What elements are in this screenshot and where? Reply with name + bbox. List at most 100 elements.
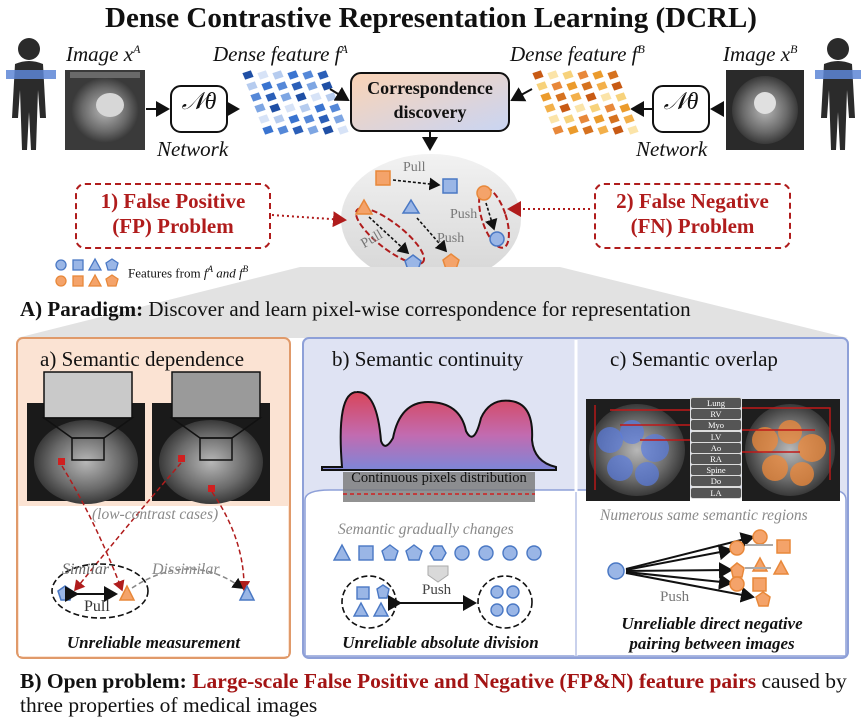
feature-cell — [618, 102, 632, 114]
network-a-symbol: 𝒩θ — [181, 89, 217, 115]
person-left-icon — [6, 38, 56, 150]
feature-cell — [249, 91, 263, 103]
panel-a-red-arrow-3 — [211, 491, 251, 592]
feature-cell — [261, 124, 275, 136]
feature-cell — [279, 91, 293, 103]
feature-cell — [626, 124, 640, 136]
organ-tag: RA — [690, 453, 742, 465]
feature-cell — [554, 91, 568, 103]
feature-cell — [328, 102, 342, 114]
feature-cell — [332, 113, 346, 125]
person-right-icon — [815, 38, 861, 150]
organ-tag: RV — [690, 408, 742, 421]
pull-arrow-squares — [392, 177, 441, 191]
feature-cell — [550, 80, 564, 92]
feature-cell — [301, 69, 315, 81]
feature-cell — [580, 80, 594, 92]
panel-b-caption: Unreliable absolute division — [342, 633, 539, 652]
image-a-sup: A — [133, 42, 141, 56]
panel-c-caption: Unreliable direct negative pairing betwe… — [578, 614, 846, 654]
panel-c-pairing — [607, 529, 791, 607]
oval-square-orange — [375, 170, 391, 186]
feature-cell — [558, 102, 572, 114]
feature-cell — [610, 80, 624, 92]
organ-tag: Do — [690, 475, 742, 488]
pull-arrow-fp — [368, 216, 410, 255]
feature-cell — [599, 91, 613, 103]
feature-cell — [543, 102, 557, 114]
feature-cell — [316, 69, 330, 81]
feature-cell — [313, 102, 327, 114]
fp-connector — [271, 211, 347, 228]
organ-tag: LV — [690, 430, 742, 443]
feature-cell — [569, 91, 583, 103]
image-b-text: Image x — [723, 42, 791, 66]
feature-cell — [539, 91, 553, 103]
feature-cell — [271, 69, 285, 81]
feature-a-text: Dense feature f — [213, 42, 341, 66]
page-title: Dense Contrastive Representation Learnin… — [105, 2, 757, 34]
feature-cell — [336, 124, 350, 136]
feature-cell — [257, 113, 271, 125]
dense-feature-b-grid — [531, 69, 640, 136]
image-b-label: Image xB — [723, 42, 797, 67]
panel-b-strip — [343, 472, 535, 502]
panel-b-distribution-curve — [321, 390, 557, 471]
feature-cell — [275, 80, 289, 92]
organ-tag: LA — [690, 486, 742, 499]
panel-c-push-label: Push — [660, 589, 690, 605]
network-b-symbol: 𝒩θ — [663, 89, 699, 115]
feature-cell — [291, 124, 305, 136]
feature-cell — [309, 91, 323, 103]
oval-triangle-blue — [401, 198, 421, 214]
panel-c-caption-line1: Unreliable direct negative — [621, 614, 803, 633]
dissimilar-label: Dissimilar — [152, 561, 220, 578]
gradient-shape — [381, 544, 399, 561]
feature-b-text: Dense feature f — [510, 42, 638, 66]
feature-cell — [573, 102, 587, 114]
ct-image-a — [65, 70, 145, 150]
panel-b-cluster-shapes — [352, 584, 520, 617]
feature-cell — [622, 113, 636, 125]
arrow-feature-a-to-corr — [329, 86, 350, 102]
feature-cell — [290, 80, 304, 92]
feature-oval — [341, 154, 521, 284]
organ-tag: Lung — [690, 397, 742, 409]
gradient-shape — [454, 545, 470, 561]
feature-cell — [566, 124, 580, 136]
gradient-shape — [526, 545, 542, 561]
gradient-shape — [405, 544, 423, 561]
panel-b-gradient-row — [332, 543, 542, 561]
dense-feature-a-grid — [241, 69, 350, 136]
paradigm-text: Discover and learn pixel-wise correspond… — [143, 297, 691, 321]
fn-line2: (FN) Problem — [630, 214, 755, 238]
fp-line1: 1) False Positive — [100, 189, 246, 213]
panel-c-title: c) Semantic overlap — [610, 347, 778, 371]
dense-feature-b-label: Dense feature fB — [510, 42, 645, 67]
organ-tag: Myo — [690, 419, 742, 432]
panel-a-triangle-blue — [238, 584, 256, 601]
image-a-text: Image x — [66, 42, 134, 66]
organ-tag: Spine — [690, 464, 742, 477]
oval-pull-top: Pull — [403, 160, 426, 175]
fn-highlight-ellipse — [478, 187, 510, 249]
feature-cell — [306, 124, 320, 136]
panel-b-push-label: Push — [422, 582, 452, 598]
feature-cell — [546, 69, 560, 81]
legend-fb: f — [238, 265, 243, 281]
feature-cell — [596, 124, 610, 136]
regions-label: Numerous same semantic regions — [600, 507, 808, 524]
feature-cell — [561, 69, 575, 81]
open-problem-rest: caused by three properties of medical im… — [20, 669, 847, 717]
feature-cell — [591, 69, 605, 81]
feature-cell — [531, 69, 545, 81]
feature-cell — [588, 102, 602, 114]
organ-tag: Ao — [690, 441, 742, 454]
feature-cell — [603, 102, 617, 114]
feature-cell — [272, 113, 286, 125]
panel-b-cluster-right — [477, 575, 533, 629]
feature-cell — [606, 69, 620, 81]
open-problem-red: Large-scale False Positive and Negative … — [192, 669, 757, 693]
open-problem-bold: B) Open problem: — [20, 669, 187, 693]
